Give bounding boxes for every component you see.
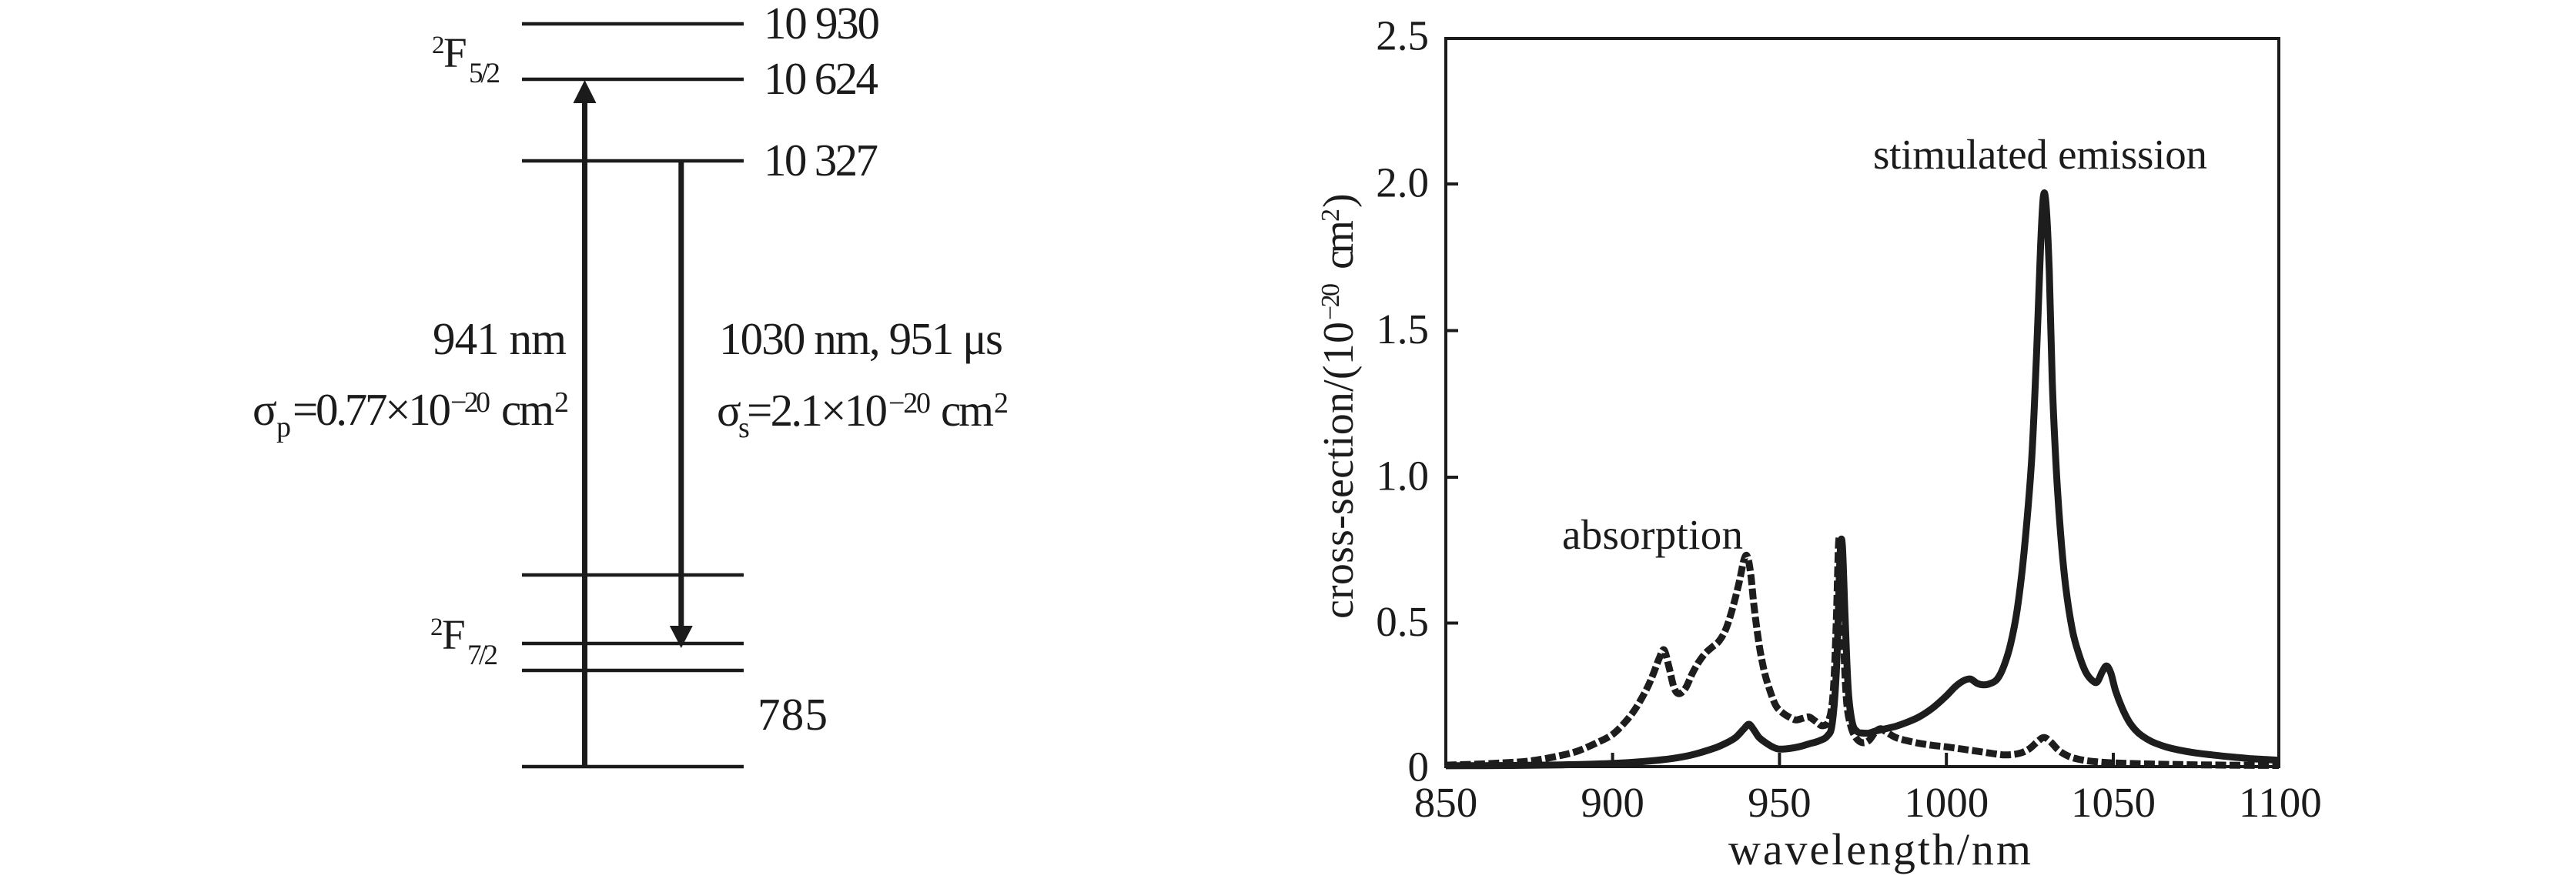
svg-text:2: 2 bbox=[430, 613, 443, 641]
svg-text:−20: −20 bbox=[1316, 283, 1345, 320]
svg-text:2: 2 bbox=[994, 387, 1009, 419]
svg-text:0.5: 0.5 bbox=[1376, 598, 1429, 645]
svg-text:stimulated emission: stimulated emission bbox=[1873, 131, 2207, 178]
svg-text:F: F bbox=[442, 611, 466, 658]
svg-text:850: 850 bbox=[1414, 779, 1478, 826]
svg-text:2.5: 2.5 bbox=[1376, 12, 1429, 59]
svg-text:1000: 1000 bbox=[1904, 779, 1989, 826]
svg-text:2: 2 bbox=[554, 386, 569, 419]
svg-text:941 nm: 941 nm bbox=[433, 313, 567, 364]
svg-text:cm: cm bbox=[941, 385, 994, 436]
svg-text:1030 nm, 951 μs: 1030 nm, 951 μs bbox=[719, 313, 1003, 364]
svg-text:=0.77×10: =0.77×10 bbox=[293, 384, 451, 435]
svg-text:0: 0 bbox=[1408, 744, 1430, 790]
svg-text:−20: −20 bbox=[888, 387, 931, 419]
svg-text:1.0: 1.0 bbox=[1376, 453, 1429, 500]
svg-text:900: 900 bbox=[1581, 779, 1644, 826]
svg-text:cm: cm bbox=[501, 384, 554, 435]
svg-text:p: p bbox=[276, 411, 291, 443]
svg-text:2.0: 2.0 bbox=[1376, 159, 1429, 206]
svg-text:10 327: 10 327 bbox=[764, 135, 878, 185]
svg-text:5/2: 5/2 bbox=[469, 58, 500, 89]
svg-text:1050: 1050 bbox=[2071, 779, 2156, 826]
svg-text:1.5: 1.5 bbox=[1376, 306, 1429, 353]
svg-text:s: s bbox=[738, 412, 750, 444]
svg-text:10 624: 10 624 bbox=[764, 53, 878, 104]
svg-text:−20: −20 bbox=[450, 386, 490, 419]
svg-text:σ: σ bbox=[717, 385, 741, 436]
svg-text:7/2: 7/2 bbox=[467, 640, 498, 671]
svg-text:=2.1×10: =2.1×10 bbox=[747, 385, 888, 436]
svg-text:cross-section/(10: cross-section/(10 bbox=[1315, 322, 1363, 619]
svg-text:1100: 1100 bbox=[2239, 779, 2322, 826]
svg-text:absorption: absorption bbox=[1562, 511, 1743, 558]
svg-text:950: 950 bbox=[1748, 779, 1812, 826]
svg-text:wavelength/nm: wavelength/nm bbox=[1728, 824, 2031, 874]
svg-text:cm: cm bbox=[1315, 220, 1363, 269]
svg-text:σ: σ bbox=[253, 384, 277, 435]
svg-text:785: 785 bbox=[758, 689, 828, 740]
svg-text:F: F bbox=[443, 29, 467, 76]
svg-text:10 930: 10 930 bbox=[764, 0, 880, 48]
svg-text:2: 2 bbox=[432, 32, 445, 59]
svg-text:2: 2 bbox=[1316, 209, 1345, 222]
svg-text:): ) bbox=[1315, 193, 1363, 208]
